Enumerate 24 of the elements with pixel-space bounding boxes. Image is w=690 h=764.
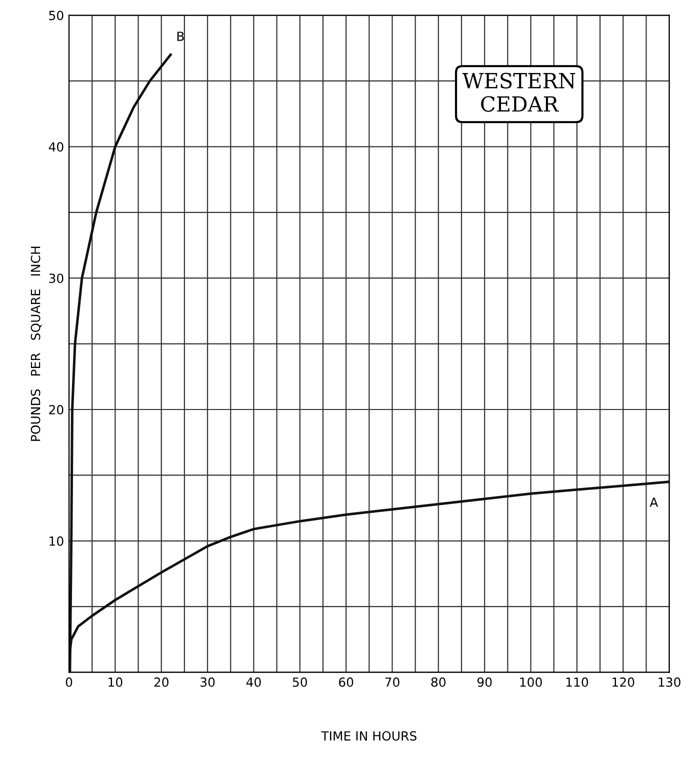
y-tick-label: 40 xyxy=(48,142,64,152)
x-tick-label: 40 xyxy=(246,677,261,687)
x-tick-label: 110 xyxy=(566,677,588,687)
y-tick-label: 50 xyxy=(49,10,64,20)
annotation: WESTERN CEDAR xyxy=(462,72,576,112)
x-tick-label: 30 xyxy=(200,677,215,687)
y-axis-title: POUNDS PER SQUARE INCH xyxy=(30,246,42,441)
x-tick-label: 60 xyxy=(338,677,354,687)
x-tick-label: 90 xyxy=(477,677,492,687)
x-tick-label: 70 xyxy=(385,677,400,687)
x-tick-label: 130 xyxy=(658,677,680,687)
x-tick-label: 100 xyxy=(520,677,542,687)
x-axis-title: TIME IN HOURS xyxy=(321,731,416,741)
x-tick-label: 50 xyxy=(292,677,308,687)
x-tick-label: 80 xyxy=(431,677,446,687)
series-label: B xyxy=(177,32,184,41)
x-tick-label: 20 xyxy=(154,677,168,687)
x-tick-label: 0 xyxy=(66,677,72,687)
series-label: A xyxy=(650,498,658,507)
y-tick-label: 20 xyxy=(49,404,64,414)
x-tick-label: 10 xyxy=(108,677,122,687)
y-tick-label: 30 xyxy=(49,274,64,284)
x-tick-label: 120 xyxy=(612,677,634,687)
y-tick-label: 10 xyxy=(50,536,64,546)
